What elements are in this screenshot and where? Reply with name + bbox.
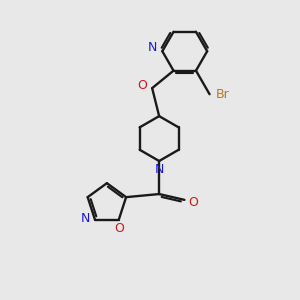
Text: Br: Br [215, 88, 229, 101]
Text: N: N [81, 212, 91, 225]
Text: N: N [148, 41, 157, 54]
Text: O: O [137, 80, 147, 92]
Text: N: N [154, 163, 164, 176]
Text: O: O [189, 196, 199, 209]
Text: O: O [115, 222, 124, 236]
